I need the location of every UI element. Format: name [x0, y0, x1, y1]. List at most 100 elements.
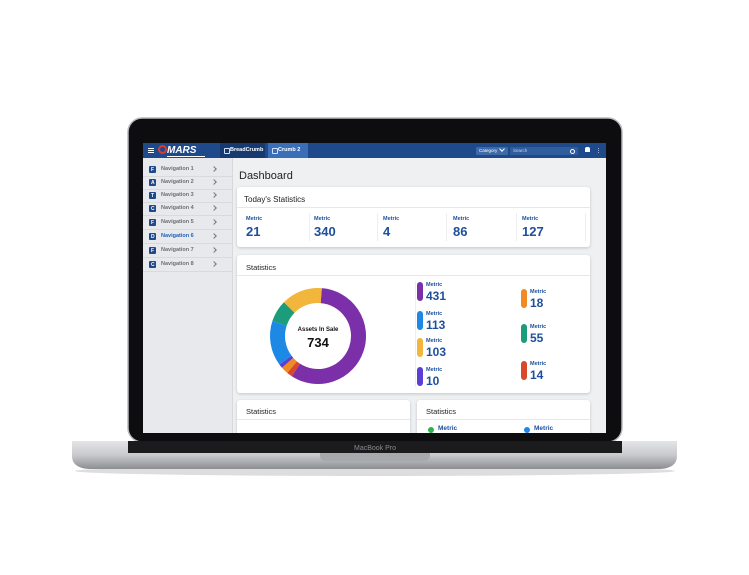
nav-item[interactable]: C Navigation 8	[143, 259, 232, 272]
column-separator	[446, 213, 447, 241]
chevron	[499, 146, 505, 152]
metric-value: 127	[522, 224, 544, 239]
statistics-card: Statistics Assets In Sale 734 Metric 431 Metr…	[237, 255, 590, 393]
card-title: Statistics	[246, 407, 277, 416]
top-bar: MARS BreadCrumb Crumb 2 Category Search	[143, 143, 606, 158]
metric-value: 103	[426, 345, 447, 359]
metric-label: Metric	[314, 216, 331, 222]
screen: MARS BreadCrumb Crumb 2 Category Search F Navi…	[143, 143, 606, 433]
nav-chevron	[211, 247, 217, 253]
breadcrumb: BreadCrumb	[230, 147, 264, 153]
metric-value: 431	[426, 289, 447, 303]
nav-chevron	[211, 233, 217, 239]
metric-label: Metric	[246, 216, 263, 222]
card-title: Statistics	[426, 407, 457, 416]
metric-value: 10	[426, 374, 440, 388]
donut-chart	[270, 288, 366, 384]
bell-icon[interactable]	[585, 147, 590, 152]
statistics-card: Statistics Metric Metric	[417, 400, 590, 433]
divider	[417, 419, 590, 420]
divider	[237, 275, 590, 276]
nav-label: Navigation 3	[161, 192, 194, 198]
nav-item[interactable]: T Navigation 3	[143, 190, 232, 203]
nav-item[interactable]: F Navigation 5	[143, 217, 232, 230]
metric-value: 21	[246, 224, 261, 239]
metric-value: 340	[314, 224, 336, 239]
metric-label: Metric	[383, 216, 400, 222]
nav-label: Navigation 2	[161, 179, 194, 185]
nav-icon: D	[149, 233, 156, 240]
nav-label: Navigation 4	[161, 205, 194, 211]
category: Category	[479, 148, 498, 153]
logo-underline	[167, 156, 205, 157]
nav-icon-letter: F	[151, 166, 155, 173]
hinge	[128, 441, 622, 453]
donut-segment	[283, 288, 322, 314]
metric-value: 14	[530, 368, 544, 382]
nav-icon: A	[149, 179, 156, 186]
search-icon	[570, 148, 575, 154]
metric-value: 113	[426, 318, 446, 332]
nav-chevron	[211, 261, 217, 267]
donut-value: 734	[307, 335, 329, 350]
nav-item[interactable]: D Navigation 6	[143, 231, 232, 244]
logo: MARS	[167, 145, 197, 156]
donut-label: Assets In Sale	[297, 327, 339, 333]
breadcrumb-tab[interactable]: BreadCrumb	[220, 143, 265, 158]
nav-icon-letter: F	[151, 247, 155, 254]
nav-item[interactable]: A Navigation 2	[143, 177, 232, 190]
breadcrumb-tab[interactable]: Crumb 2	[268, 143, 308, 158]
nav-icon-letter: C	[151, 261, 155, 268]
tab-icon	[272, 148, 278, 154]
metric-label: Metric	[534, 425, 554, 432]
donut-segment	[270, 321, 292, 365]
metric-pill	[417, 367, 423, 386]
metric-pill	[521, 361, 527, 380]
column-separator	[516, 213, 517, 241]
nav-icon-letter: C	[151, 205, 155, 212]
column-separator	[309, 213, 310, 241]
nav-icon-letter: D	[151, 233, 155, 240]
metric-label: Metric	[426, 338, 443, 344]
statistics-card: Statistics	[237, 400, 410, 433]
page-title: Dashboard	[239, 170, 293, 182]
nav-label: Navigation 1	[161, 166, 194, 172]
column-separator	[377, 213, 378, 241]
category-select[interactable]: Category	[476, 146, 508, 155]
nav-item[interactable]: F Navigation 1	[143, 164, 232, 177]
metric-label: Metric	[530, 361, 547, 367]
metric-label: Metric	[530, 324, 547, 330]
nav-icon-letter: F	[151, 219, 155, 226]
metric-pill	[521, 289, 527, 308]
donut-segment	[287, 361, 301, 377]
nav-icon: C	[149, 261, 156, 268]
nav-label: Navigation 7	[161, 247, 194, 253]
nav-item[interactable]: F Navigation 7	[143, 245, 232, 258]
nav-chevron	[211, 219, 217, 225]
nav-icon: C	[149, 205, 156, 212]
metric-label: Metric	[426, 311, 443, 317]
nav-chevron	[211, 166, 217, 172]
metric-pill	[417, 311, 423, 330]
search-box[interactable]: Search	[510, 147, 578, 155]
nav-icon-letter: T	[151, 192, 155, 199]
donut-segment	[281, 357, 297, 373]
menu-icon	[148, 148, 154, 153]
metric-dot	[428, 427, 434, 433]
donut-segment	[279, 355, 294, 368]
tab-icon	[224, 148, 230, 154]
column-separator	[585, 213, 586, 241]
nav-item[interactable]: C Navigation 4	[143, 203, 232, 216]
card-title: Today's Statistics	[244, 195, 306, 204]
metric-value: 86	[453, 224, 468, 239]
metric-label: Metric	[426, 367, 443, 373]
metric-label: Metric	[530, 289, 547, 295]
metric-value: 18	[530, 296, 544, 310]
more-icon[interactable]	[598, 148, 601, 153]
logo-ring	[158, 145, 167, 154]
metric-label: Metric	[453, 216, 470, 222]
metric-dot	[524, 427, 530, 433]
donut-segment	[291, 288, 366, 384]
metric-value: 55	[530, 331, 544, 345]
